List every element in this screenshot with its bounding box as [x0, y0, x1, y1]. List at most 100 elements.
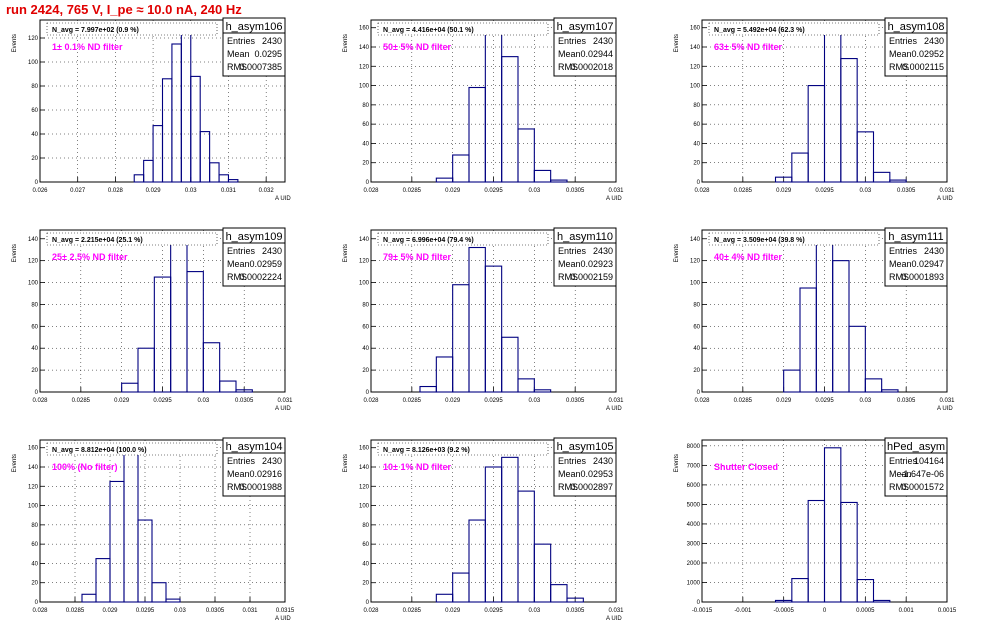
x-tick-label: 0.03 [185, 188, 197, 194]
histogram-bar [218, 174, 230, 183]
histogram-bar [161, 78, 173, 183]
histogram-bar [171, 43, 182, 183]
y-tick-label: 140 [28, 465, 39, 471]
stats-label: Entries [889, 246, 918, 256]
histogram-bar [151, 582, 167, 603]
x-tick-label: 0.03 [859, 398, 871, 404]
stats-value: 0.02947 [911, 259, 944, 269]
histogram-bar [219, 380, 237, 393]
x-tick-label: 0.028 [32, 608, 48, 614]
stats-label: Entries [227, 246, 256, 256]
histogram-bar [133, 174, 145, 183]
x-tick-label: 0.029 [146, 188, 162, 194]
stats-value: 2430 [924, 246, 944, 256]
y-tick-label: 160 [359, 446, 370, 452]
histogram-bar [501, 56, 519, 183]
x-tick-label: 0.0295 [484, 188, 503, 194]
y-tick-label: 60 [693, 324, 700, 330]
stats-label: Entries [889, 36, 918, 46]
histogram-bar [227, 179, 239, 183]
stats-label: Entries [558, 246, 587, 256]
y-tick-label: 120 [28, 36, 39, 42]
x-tick-label: 0.0295 [136, 608, 155, 614]
y-tick-label: 140 [359, 45, 370, 51]
histogram-bar [823, 29, 842, 183]
y-tick-label: 60 [362, 542, 369, 548]
x-axis-label: A UID [275, 616, 291, 622]
histogram-bar [856, 579, 875, 603]
stats-label: Entries [227, 456, 256, 466]
stats-name: h_asym107 [557, 21, 614, 33]
stats-box [553, 437, 617, 497]
histogram-bar [435, 593, 454, 603]
stats-label: Entries [227, 36, 256, 46]
y-tick-label: 0 [697, 390, 701, 396]
x-tick-label: 0.029 [445, 608, 461, 614]
stats-name: h_asym106 [226, 21, 283, 33]
y-tick-label: 80 [31, 302, 38, 308]
y-axis-label: Events [343, 34, 349, 52]
stats-value: 2430 [924, 36, 944, 46]
x-tick-label: 0.028 [32, 398, 48, 404]
y-tick-label: 60 [362, 324, 369, 330]
stats-value: 2430 [593, 246, 613, 256]
x-tick-label: -0.0005 [773, 608, 794, 614]
x-tick-label: 0.0005 [856, 608, 875, 614]
y-tick-label: 6000 [687, 483, 701, 489]
y-tick-label: 2000 [687, 561, 701, 567]
x-tick-label: 0.029 [445, 188, 461, 194]
histogram-bar [123, 451, 139, 603]
stats-value: 0.0001988 [239, 482, 282, 492]
y-tick-label: 120 [28, 484, 39, 490]
x-tick-label: 0.0305 [235, 398, 254, 404]
x-tick-label: 0.0295 [484, 608, 503, 614]
histogram-bar [484, 265, 503, 393]
x-tick-label: 0.031 [939, 188, 955, 194]
histogram-bar [452, 572, 470, 603]
x-tick-label: 0.028 [363, 608, 379, 614]
stats-value: -1.647e-06 [900, 469, 944, 479]
x-axis-label: A UID [275, 196, 291, 202]
stats-value: 2430 [593, 456, 613, 466]
stats-value: 0.0002897 [570, 482, 613, 492]
navg-box [46, 232, 218, 246]
filter-label: 50± 5% ND filter [383, 42, 451, 52]
stats-label: RMS [558, 272, 578, 282]
histogram-bar [566, 597, 584, 603]
histogram-bar [419, 385, 437, 393]
histogram-bar [533, 169, 552, 183]
stats-label: Entries [558, 456, 587, 466]
histogram-bar [501, 456, 519, 603]
y-tick-label: 100 [690, 84, 701, 90]
stats-label: Mean [889, 469, 912, 479]
x-axis-label: A UID [275, 406, 291, 412]
y-tick-label: 160 [359, 26, 370, 32]
y-tick-label: 8000 [687, 444, 701, 450]
y-tick-label: 0 [697, 180, 701, 186]
x-tick-label: 0 [823, 608, 827, 614]
x-tick-label: 0.0295 [815, 398, 834, 404]
x-tick-label: 0.028 [694, 398, 710, 404]
y-tick-label: 7000 [687, 463, 701, 469]
stats-value: 0.0295 [254, 49, 282, 59]
histogram-bar [121, 382, 139, 393]
stats-value: 2430 [593, 36, 613, 46]
histogram-bar [815, 238, 834, 393]
x-tick-label: 0.027 [70, 188, 86, 194]
stats-box [553, 227, 617, 287]
stats-box [553, 17, 617, 77]
y-tick-label: 120 [28, 259, 39, 265]
y-tick-label: 140 [690, 45, 701, 51]
y-tick-label: 40 [31, 132, 38, 138]
y-tick-label: 0 [697, 600, 701, 606]
histogram-bar [881, 389, 899, 393]
histogram-bar [435, 356, 454, 393]
x-tick-label: 0.029 [776, 188, 792, 194]
stats-value: 2430 [262, 456, 282, 466]
stats-value: 0.02923 [580, 259, 613, 269]
histogram-bar [468, 519, 486, 603]
y-tick-label: 20 [362, 161, 369, 167]
filter-label: 40± 4% ND filter [714, 252, 782, 262]
x-tick-label: 0.031 [608, 398, 624, 404]
stats-box [222, 227, 286, 287]
